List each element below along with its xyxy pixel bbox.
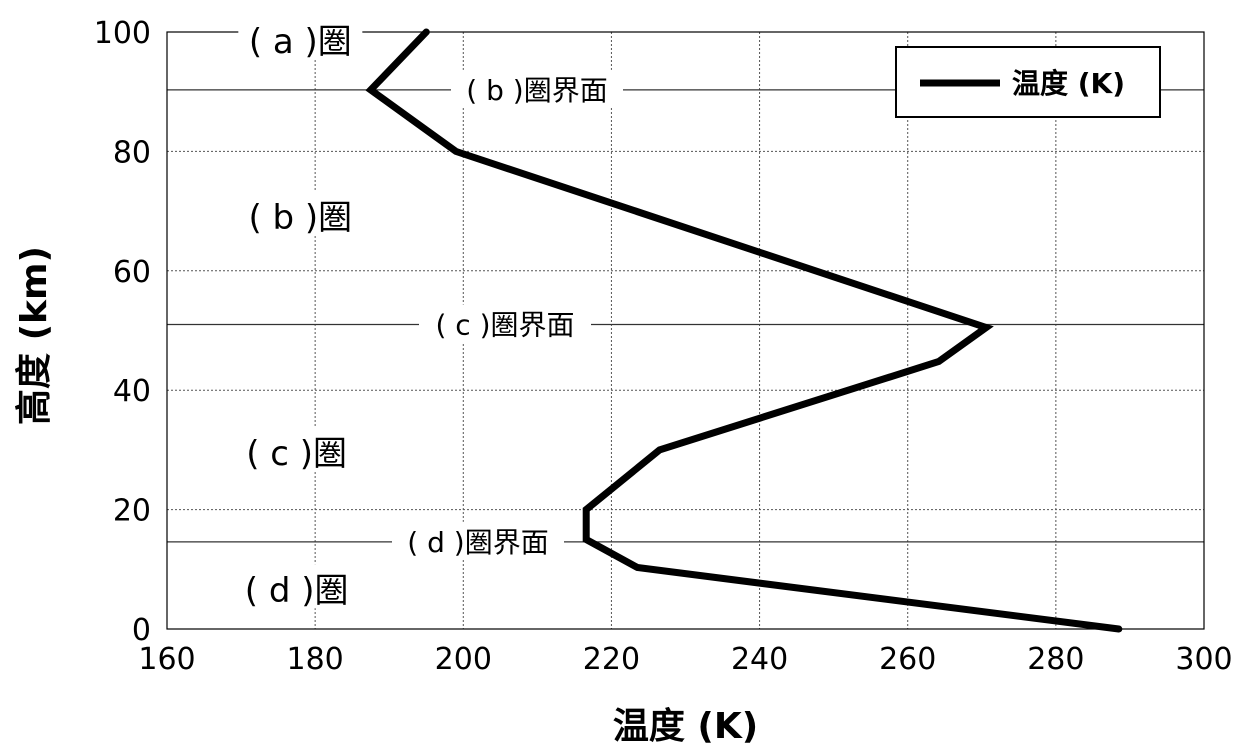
boundary-label-bg [419,304,591,343]
plot-frame [166,31,1205,630]
y-tick-label: 80 [113,135,151,170]
x-tick-label: 220 [583,642,640,677]
grid [166,31,1205,630]
x-tick-label: 160 [138,642,195,677]
region-label: ( c )圏 [246,434,347,474]
boundary-label: ( b )圏界面 [466,74,607,107]
boundary-label-bg [392,521,564,560]
y-tick-label: 60 [113,255,151,290]
x-tick-label: 240 [731,642,788,677]
region-labels: ( a )圏 ( b )圏 ( c )圏 ( d )圏 ( b )圏界面 ( c )圏界面… [234,14,623,611]
y-tick-label: 20 [113,494,151,529]
y-tick-label: 0 [132,613,151,648]
y-axis-title: 高度 (km) [14,246,55,425]
y-tick-label: 100 [94,16,151,51]
legend: 温度 (K) [895,46,1161,118]
region-label: ( a )圏 [249,22,352,62]
x-tick-label: 300 [1175,642,1232,677]
region-label-bg [238,191,363,236]
tick-labels: 160 180 200 220 240 260 280 300 0 20 40 60 80 100 [94,16,1233,677]
region-label: ( d )圏 [245,571,349,611]
x-axis-title: 温度 (K) [613,706,758,745]
region-label-bg [234,564,359,609]
y-tick-label: 40 [113,374,151,409]
region-label: ( b )圏 [248,198,352,238]
region-label-bg [234,426,359,471]
legend-label: 温度 (K) [1012,67,1125,100]
boundary-label-bg [451,69,623,108]
series-line [365,28,1123,633]
x-tick-label: 180 [287,642,344,677]
x-tick-label: 280 [1027,642,1084,677]
region-label-bg [238,14,363,59]
boundary-label: ( d )圏界面 [407,526,548,559]
boundary-label: ( c )圏界面 [435,309,574,342]
x-tick-label: 200 [435,642,492,677]
boundary-lines [167,89,1204,543]
series [365,28,1123,633]
x-tick-label: 260 [879,642,936,677]
